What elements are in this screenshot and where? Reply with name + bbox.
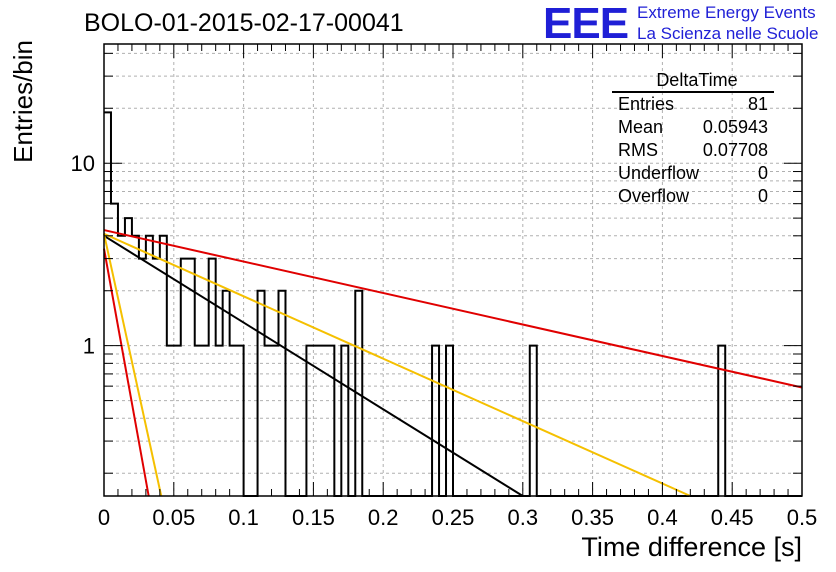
x-tick-label: 0.1	[228, 505, 259, 530]
stats-row-entries: Entries 81	[612, 93, 774, 116]
stats-box: DeltaTime Entries 81 Mean 0.05943 RMS 0.…	[612, 70, 774, 208]
stats-label: Entries	[618, 94, 675, 114]
fit-line	[103, 232, 691, 497]
logo-line-1: Extreme Energy Events	[637, 3, 816, 22]
stats-label: RMS	[618, 140, 658, 160]
fit-line	[103, 229, 803, 389]
logo-line-2: La Scienza nelle Scuole	[637, 24, 819, 43]
stats-label: Underflow	[618, 163, 700, 183]
stats-row-underflow: Underflow 0	[612, 162, 774, 185]
stats-row-mean: Mean 0.05943	[612, 116, 774, 139]
x-axis-label: Time difference [s]	[581, 532, 802, 562]
stats-value: 0	[757, 186, 768, 206]
stats-value: 0	[757, 163, 768, 183]
y-axis-label: Entries/bin	[8, 40, 38, 163]
x-tick-label: 0.25	[432, 505, 475, 530]
fit-line	[103, 234, 524, 497]
fit-line	[103, 233, 163, 497]
x-tick-label: 0.2	[368, 505, 399, 530]
y-tick-label: 1	[83, 334, 95, 359]
x-tick-label: 0.5	[787, 505, 818, 530]
eee-logo: EEE	[543, 0, 629, 48]
y-axis-label-wrap: Entries/bin	[8, 40, 42, 230]
x-tick-label: 0.15	[292, 505, 335, 530]
stats-value: 0.05943	[702, 117, 768, 137]
x-tick-label: 0	[98, 505, 110, 530]
x-tick-label: 0.05	[152, 505, 195, 530]
chart-title: BOLO-01-2015-02-17-00041	[84, 9, 404, 37]
stats-row-overflow: Overflow 0	[612, 185, 774, 208]
stats-label: Mean	[618, 117, 664, 137]
stats-label: Overflow	[618, 186, 690, 206]
stats-row-rms: RMS 0.07708	[612, 139, 774, 162]
x-tick-label: 0.3	[508, 505, 539, 530]
fit-line	[103, 248, 150, 497]
stats-value: 0.07708	[702, 140, 768, 160]
x-tick-label: 0.35	[571, 505, 614, 530]
x-tick-label: 0.4	[647, 505, 678, 530]
stats-value: 81	[747, 94, 768, 114]
y-tick-label: 10	[71, 151, 95, 176]
stats-title: DeltaTime	[612, 70, 774, 93]
x-tick-label: 0.45	[711, 505, 754, 530]
